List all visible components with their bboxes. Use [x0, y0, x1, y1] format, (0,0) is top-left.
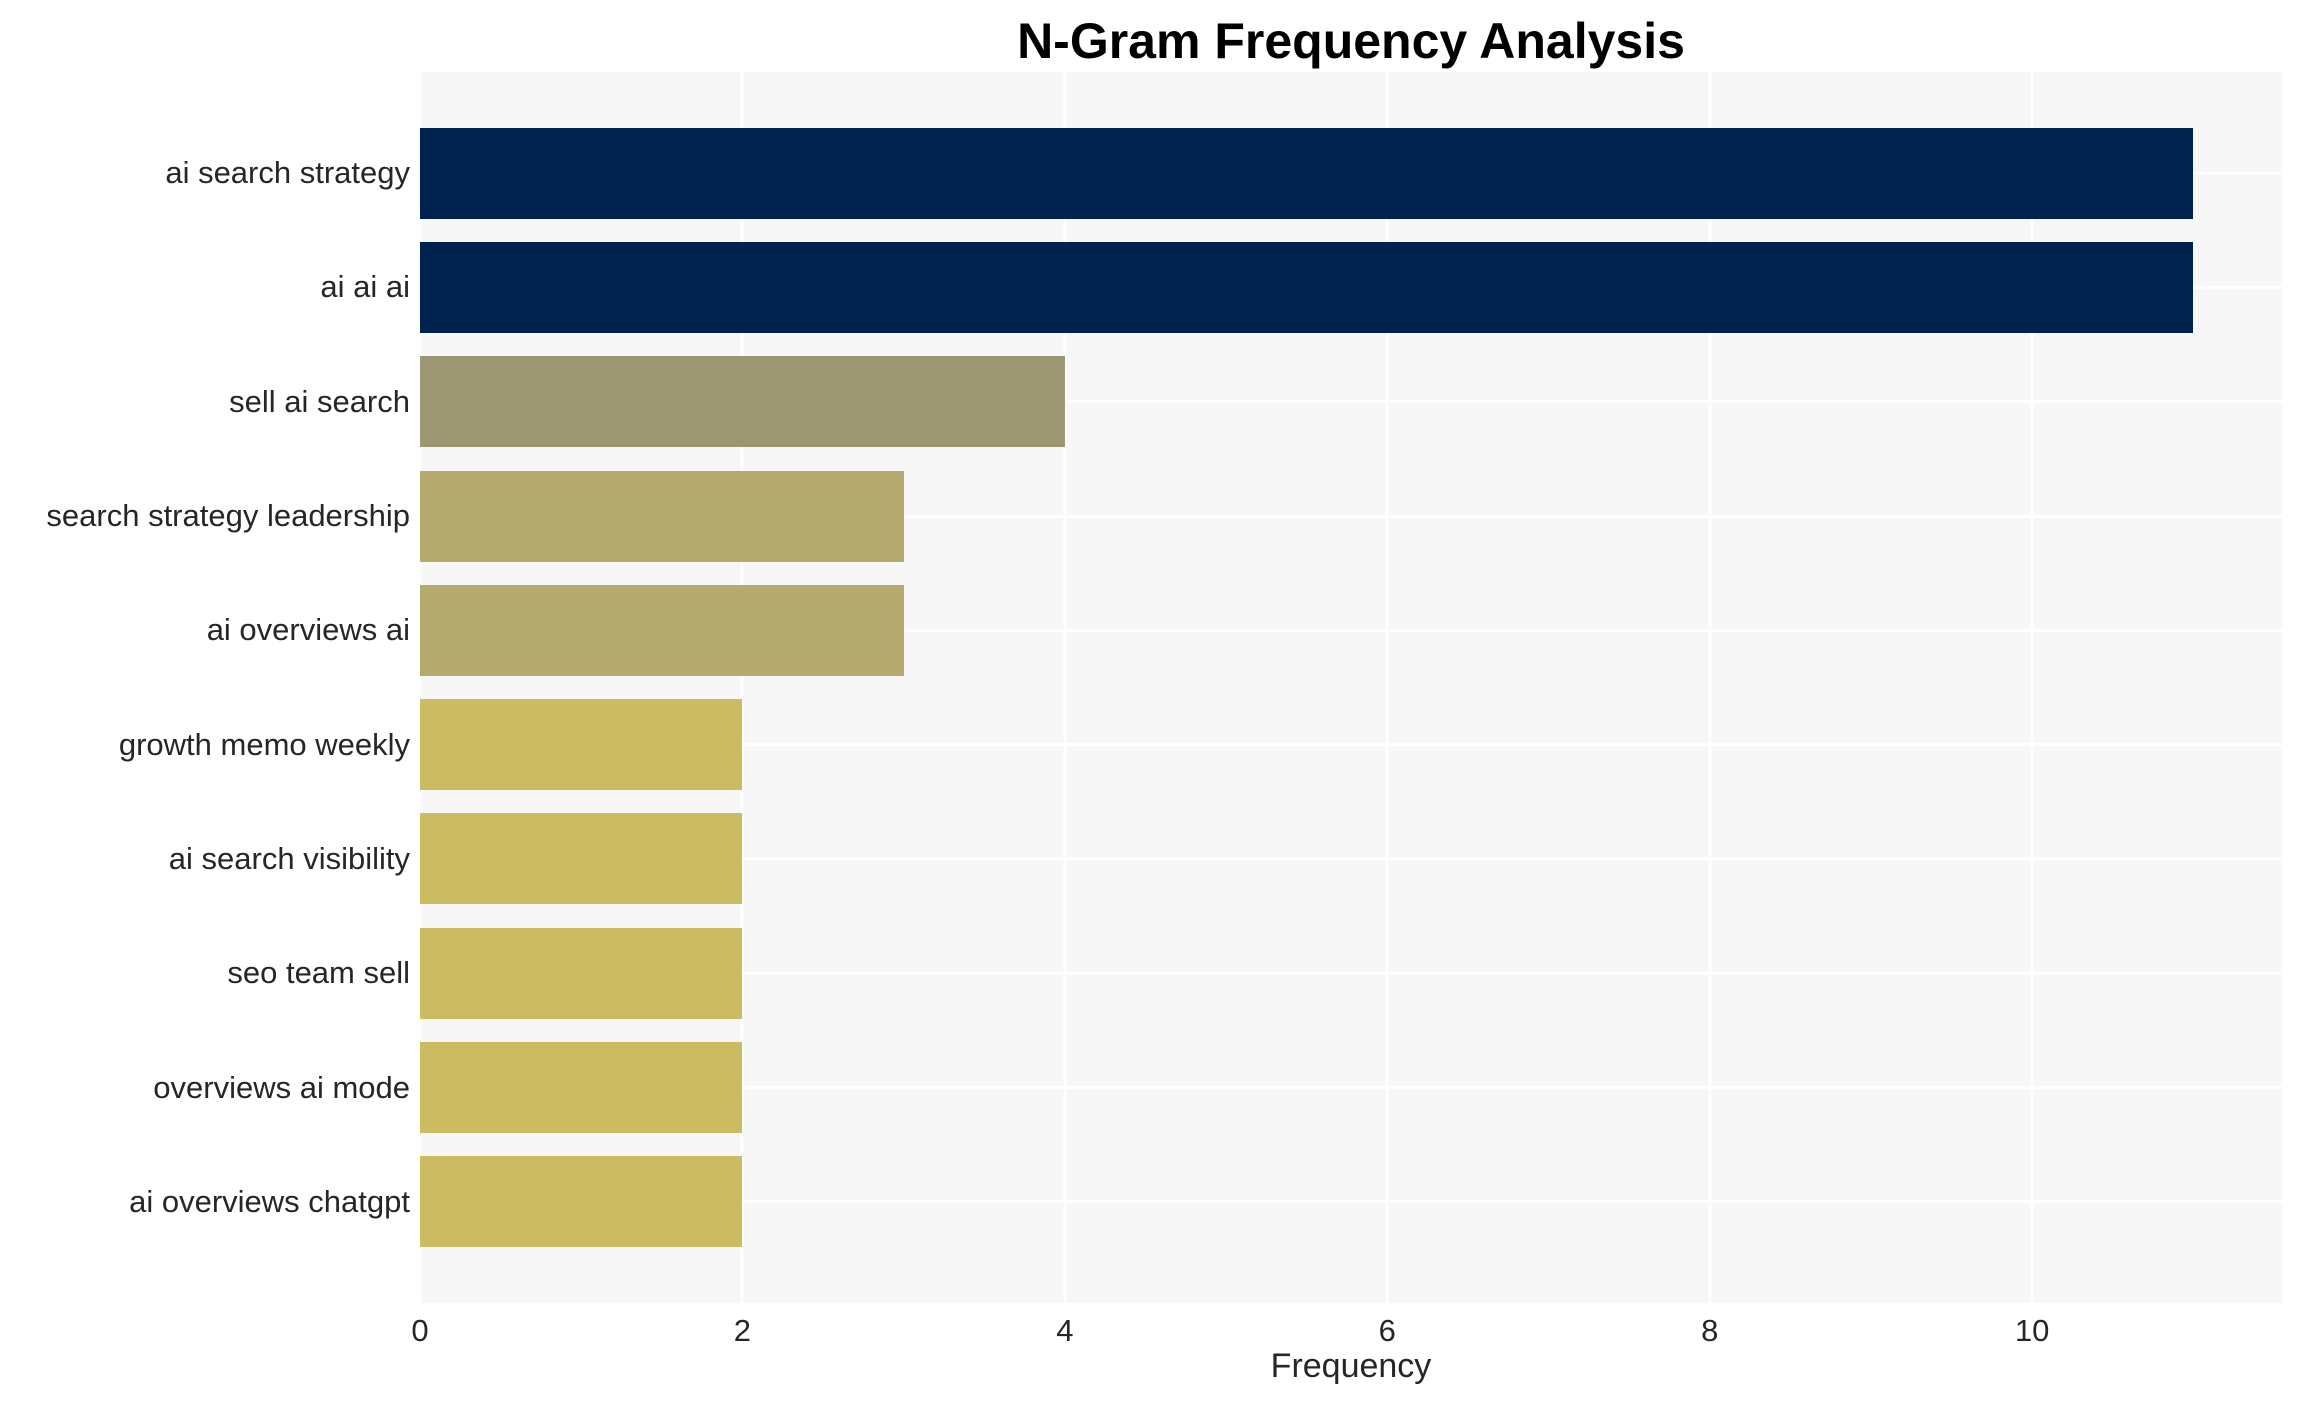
y-tick-label: ai overviews ai: [206, 612, 410, 648]
gridline-horizontal: [420, 514, 2282, 518]
y-tick-label: sell ai search: [229, 383, 410, 419]
x-tick-label: 2: [733, 1313, 752, 1348]
x-tick-label: 6: [1378, 1313, 1396, 1348]
x-tick-label: 0: [411, 1313, 429, 1348]
plot-area: [418, 72, 2282, 1303]
y-axis-labels: ai search strategy ai ai ai sell ai search…: [0, 72, 410, 1303]
gridline-horizontal: [420, 857, 2282, 861]
bar: [420, 1156, 743, 1248]
bar: [420, 241, 2194, 333]
y-tick-label: ai search visibility: [168, 840, 410, 876]
y-tick-label: overviews ai mode: [153, 1069, 410, 1105]
gridline-vertical: [1063, 72, 1067, 1303]
y-tick-label: search strategy leadership: [46, 498, 410, 534]
gridline-horizontal: [420, 400, 2282, 404]
gridline-vertical: [418, 72, 422, 1303]
y-tick-label: ai ai ai: [320, 269, 410, 305]
y-tick-label: ai overviews chatgpt: [129, 1183, 410, 1219]
gridline-horizontal: [420, 1086, 2282, 1090]
bar: [420, 927, 743, 1019]
bar: [420, 1042, 743, 1134]
chart-title: N-Gram Frequency Analysis: [1017, 13, 1685, 69]
bar: [420, 356, 1065, 448]
bar: [420, 127, 2194, 219]
y-tick-label: ai search strategy: [165, 155, 410, 191]
y-tick-label: seo team sell: [227, 955, 410, 991]
gridline-vertical: [1708, 72, 1712, 1303]
x-tick-label: 10: [2014, 1313, 2050, 1348]
gridline-horizontal: [420, 971, 2282, 975]
x-tick-label: 4: [1056, 1313, 1074, 1348]
y-tick-label: growth memo weekly: [118, 726, 410, 762]
bar: [420, 813, 743, 905]
x-tick-label: 8: [1701, 1313, 1719, 1348]
gridline-vertical: [1385, 72, 1389, 1303]
bar: [420, 584, 904, 676]
gridline-horizontal: [420, 743, 2282, 747]
gridline-horizontal: [420, 1200, 2282, 1204]
bar: [420, 699, 743, 791]
gridline-vertical: [740, 72, 744, 1303]
x-axis-label: Frequency: [1270, 1347, 1432, 1385]
gridline-vertical: [2030, 72, 2034, 1303]
gridline-horizontal: [420, 628, 2282, 632]
bar: [420, 470, 904, 562]
